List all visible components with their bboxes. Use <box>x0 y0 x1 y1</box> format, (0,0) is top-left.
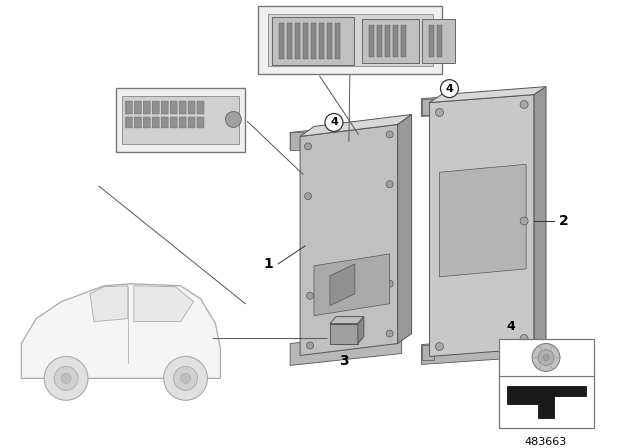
Circle shape <box>44 357 88 400</box>
FancyBboxPatch shape <box>272 17 354 65</box>
Polygon shape <box>429 86 546 103</box>
FancyBboxPatch shape <box>422 345 433 361</box>
Polygon shape <box>90 286 128 322</box>
Text: 4: 4 <box>445 84 453 94</box>
FancyBboxPatch shape <box>393 25 397 57</box>
Text: 3: 3 <box>339 354 349 368</box>
Polygon shape <box>397 115 412 344</box>
FancyBboxPatch shape <box>170 101 177 114</box>
Circle shape <box>520 335 528 343</box>
FancyBboxPatch shape <box>499 339 594 428</box>
FancyBboxPatch shape <box>152 101 159 114</box>
Circle shape <box>305 143 312 150</box>
FancyBboxPatch shape <box>143 101 150 114</box>
FancyBboxPatch shape <box>311 23 316 59</box>
Circle shape <box>520 100 528 108</box>
FancyBboxPatch shape <box>422 19 456 63</box>
FancyBboxPatch shape <box>179 117 186 128</box>
Polygon shape <box>300 125 397 355</box>
FancyBboxPatch shape <box>143 117 150 128</box>
FancyBboxPatch shape <box>303 23 308 59</box>
FancyBboxPatch shape <box>295 23 300 59</box>
Polygon shape <box>422 336 538 364</box>
FancyBboxPatch shape <box>268 14 433 66</box>
Polygon shape <box>507 386 586 418</box>
Polygon shape <box>330 323 358 344</box>
FancyBboxPatch shape <box>125 101 132 114</box>
FancyBboxPatch shape <box>188 117 195 128</box>
Circle shape <box>54 366 78 390</box>
FancyBboxPatch shape <box>188 101 195 114</box>
Text: 4: 4 <box>507 320 516 333</box>
FancyBboxPatch shape <box>259 6 442 73</box>
FancyBboxPatch shape <box>134 117 141 128</box>
Polygon shape <box>429 95 534 357</box>
Circle shape <box>164 357 207 400</box>
Text: 483663: 483663 <box>525 437 567 447</box>
FancyBboxPatch shape <box>179 101 186 114</box>
FancyBboxPatch shape <box>287 23 292 59</box>
FancyBboxPatch shape <box>401 25 406 57</box>
Circle shape <box>307 292 314 299</box>
Circle shape <box>386 280 393 287</box>
Circle shape <box>440 80 458 98</box>
FancyBboxPatch shape <box>385 25 390 57</box>
Circle shape <box>386 131 393 138</box>
Polygon shape <box>134 286 193 322</box>
Polygon shape <box>440 164 526 277</box>
Circle shape <box>543 354 549 361</box>
FancyBboxPatch shape <box>522 336 534 353</box>
FancyBboxPatch shape <box>384 121 397 138</box>
FancyBboxPatch shape <box>327 23 332 59</box>
Circle shape <box>225 112 241 127</box>
FancyBboxPatch shape <box>319 23 324 59</box>
FancyBboxPatch shape <box>369 25 374 57</box>
Polygon shape <box>534 86 546 349</box>
Polygon shape <box>314 254 390 316</box>
FancyBboxPatch shape <box>429 25 433 57</box>
Polygon shape <box>21 284 220 379</box>
FancyBboxPatch shape <box>161 101 168 114</box>
Polygon shape <box>330 317 364 323</box>
Circle shape <box>435 343 444 350</box>
FancyBboxPatch shape <box>125 117 132 128</box>
Circle shape <box>532 344 560 371</box>
FancyBboxPatch shape <box>279 23 284 59</box>
Circle shape <box>173 366 198 390</box>
Polygon shape <box>330 264 355 306</box>
FancyBboxPatch shape <box>335 23 340 59</box>
FancyBboxPatch shape <box>122 95 239 144</box>
Circle shape <box>538 349 554 366</box>
FancyBboxPatch shape <box>377 25 381 57</box>
Circle shape <box>520 217 528 225</box>
FancyBboxPatch shape <box>197 117 204 128</box>
FancyBboxPatch shape <box>197 101 204 114</box>
Circle shape <box>386 181 393 188</box>
Circle shape <box>307 342 314 349</box>
FancyBboxPatch shape <box>116 88 245 152</box>
Circle shape <box>61 373 71 383</box>
FancyBboxPatch shape <box>290 133 304 151</box>
Polygon shape <box>290 121 402 151</box>
Circle shape <box>180 373 191 383</box>
Polygon shape <box>422 90 538 116</box>
FancyBboxPatch shape <box>362 19 419 63</box>
Circle shape <box>435 108 444 116</box>
Circle shape <box>325 113 343 131</box>
Text: 2: 2 <box>559 214 569 228</box>
FancyBboxPatch shape <box>422 99 433 115</box>
FancyBboxPatch shape <box>134 101 141 114</box>
Circle shape <box>386 330 393 337</box>
Polygon shape <box>290 332 402 366</box>
Polygon shape <box>358 317 364 344</box>
FancyBboxPatch shape <box>161 117 168 128</box>
Text: 4: 4 <box>330 117 338 128</box>
FancyBboxPatch shape <box>522 90 534 107</box>
Polygon shape <box>300 115 412 136</box>
FancyBboxPatch shape <box>170 117 177 128</box>
Circle shape <box>305 193 312 200</box>
Text: 1: 1 <box>263 257 273 271</box>
FancyBboxPatch shape <box>152 117 159 128</box>
FancyBboxPatch shape <box>438 25 442 57</box>
